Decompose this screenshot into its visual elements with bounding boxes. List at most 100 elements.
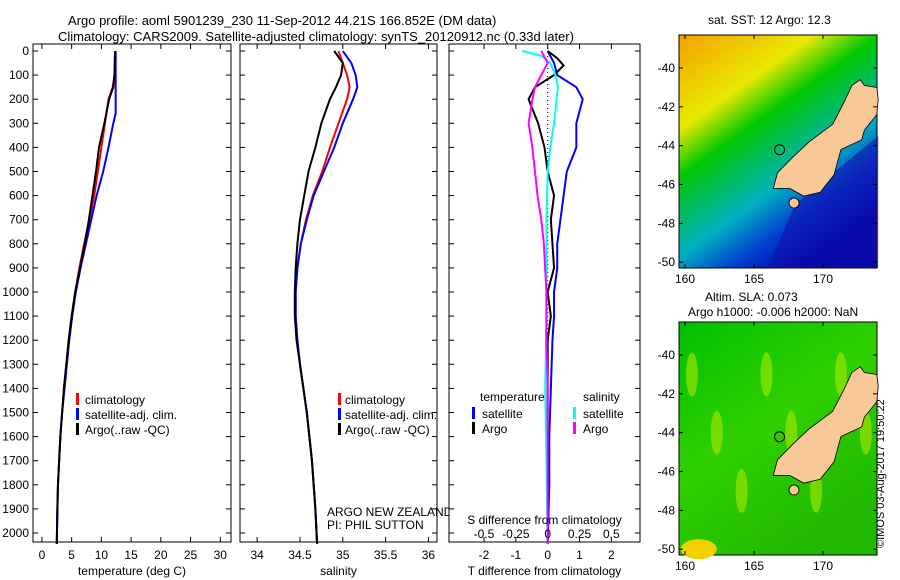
y-tick-label: 1400 bbox=[2, 381, 29, 395]
sla-anomaly-patch bbox=[760, 352, 773, 397]
x-tick-label: 15 bbox=[124, 548, 138, 562]
legend-swatch bbox=[76, 393, 79, 405]
legend-label: Argo(..raw -QC) bbox=[85, 423, 170, 437]
x-tick-label: 35 bbox=[336, 548, 350, 562]
lon-tick-label: 165 bbox=[744, 272, 764, 286]
new-zealand-land bbox=[772, 366, 879, 484]
legend-label: satellite bbox=[583, 407, 624, 421]
new-zealand-land bbox=[772, 79, 879, 197]
lon-tick-label: 160 bbox=[675, 559, 695, 573]
x-tick-label: 5 bbox=[68, 548, 75, 562]
sst-map-title: sat. SST: 12 Argo: 12.3 bbox=[708, 13, 831, 27]
legend-swatch bbox=[76, 423, 79, 435]
legend-title-temperature: temperature bbox=[480, 390, 545, 404]
s-tick-label: 0.5 bbox=[603, 527, 620, 541]
y-tick-label: 1600 bbox=[2, 430, 29, 444]
diff-line-0 bbox=[546, 50, 584, 544]
y-tick-label: 300 bbox=[9, 116, 29, 130]
legend-label: Argo bbox=[482, 422, 508, 436]
annotation-text: ARGO NEW ZEALAND bbox=[327, 505, 453, 519]
lat-tick-label: -42 bbox=[658, 387, 676, 401]
x-tick-label: 20 bbox=[154, 548, 168, 562]
x-tick-label: 35.5 bbox=[374, 548, 398, 562]
lat-tick-label: -46 bbox=[658, 465, 676, 479]
x-tick-label: 2 bbox=[608, 548, 615, 562]
diff-line-3 bbox=[527, 50, 549, 544]
diff-line-2 bbox=[521, 50, 559, 544]
sla-anomaly-patch bbox=[735, 468, 748, 513]
lat-tick-label: -48 bbox=[658, 503, 676, 517]
x-tick-label: 10 bbox=[95, 548, 109, 562]
series-line-2 bbox=[55, 50, 117, 544]
panel-salinity: 34 34.5 35 35.5 36 salinity climatologysatelli… bbox=[239, 43, 453, 578]
stewart-island bbox=[788, 197, 800, 209]
sla-anomaly-patch bbox=[834, 352, 847, 397]
legend-swatch bbox=[338, 423, 341, 435]
x-tick-label: 30 bbox=[214, 548, 228, 562]
lat-tick-label: -40 bbox=[658, 348, 676, 362]
legend-label: climatology bbox=[85, 393, 145, 407]
s-axis-label: S difference from climatology bbox=[467, 513, 622, 527]
stewart-island bbox=[788, 484, 800, 496]
lat-tick-label: -44 bbox=[658, 426, 676, 440]
title-line-2: Climatology: CARS2009. Satellite-adjuste… bbox=[58, 29, 574, 44]
y-tick-label: 0 bbox=[22, 44, 29, 58]
sla-map: 160 165 170 -40 -42 -44 -46 -48 -50 bbox=[658, 321, 879, 573]
legend-swatch bbox=[472, 407, 475, 419]
x-axis-label: temperature (deg C) bbox=[78, 564, 186, 578]
y-tick-label: 1100 bbox=[3, 309, 29, 323]
x-axis-label: T difference from climatology bbox=[468, 564, 622, 578]
x-tick-label: 34 bbox=[250, 548, 264, 562]
lat-tick-label: -50 bbox=[658, 255, 676, 269]
sla-high-patch bbox=[680, 539, 717, 560]
y-tick-label: 700 bbox=[9, 213, 29, 227]
lat-tick-label: -48 bbox=[658, 216, 676, 230]
map-background bbox=[678, 321, 878, 556]
y-tick-label: 2000 bbox=[2, 526, 29, 540]
y-tick-label: 1500 bbox=[2, 406, 29, 420]
argo-float-marker bbox=[774, 144, 786, 156]
credit-text: ©IMOS 03-Aug-2017 19:50:22 bbox=[875, 399, 887, 548]
annotation-text: PI: PHIL SUTTON bbox=[327, 518, 424, 532]
y-tick-label: 600 bbox=[9, 189, 29, 203]
legend-label: satellite-adj. clim. bbox=[345, 408, 437, 422]
s-tick-label: 0.25 bbox=[568, 527, 592, 541]
sla-anomaly-patch bbox=[710, 410, 723, 455]
legend-swatch bbox=[472, 422, 475, 434]
legend-swatch bbox=[573, 422, 576, 434]
lat-tick-label: -42 bbox=[658, 100, 676, 114]
legend-title-salinity: salinity bbox=[583, 390, 620, 404]
y-tick-label: 500 bbox=[9, 165, 29, 179]
panel-frame bbox=[448, 43, 641, 543]
y-tick-label: 900 bbox=[9, 261, 29, 275]
s-tick-label: 0 bbox=[544, 527, 551, 541]
panel-frame bbox=[32, 43, 232, 543]
legend-swatch bbox=[338, 393, 341, 405]
lon-tick-label: 170 bbox=[813, 559, 833, 573]
y-tick-label: 200 bbox=[9, 92, 29, 106]
x-tick-label: 0 bbox=[544, 548, 551, 562]
panel-frame bbox=[239, 43, 438, 543]
panel-temperature: 0100200300400500600700800900100011001200… bbox=[2, 43, 232, 578]
lon-tick-label: 160 bbox=[675, 272, 695, 286]
x-tick-label: -1 bbox=[511, 548, 522, 562]
lon-tick-label: 165 bbox=[744, 559, 764, 573]
legend-label: satellite bbox=[482, 407, 523, 421]
y-tick-label: 100 bbox=[9, 68, 29, 82]
y-tick-label: 1300 bbox=[2, 357, 29, 371]
s-tick-label: -0.5 bbox=[474, 527, 495, 541]
y-tick-label: 1900 bbox=[2, 502, 29, 516]
lon-tick-label: 170 bbox=[813, 272, 833, 286]
lat-tick-label: -44 bbox=[658, 139, 676, 153]
lat-tick-label: -40 bbox=[658, 61, 676, 75]
legend-label: climatology bbox=[345, 393, 405, 407]
y-tick-label: 800 bbox=[9, 237, 29, 251]
x-tick-label: -2 bbox=[479, 548, 490, 562]
sla-map-title-1: Altim. SLA: 0.073 bbox=[705, 290, 798, 304]
y-tick-label: 1700 bbox=[2, 454, 29, 468]
lat-tick-label: -50 bbox=[658, 542, 676, 556]
sla-map-title-2: Argo h1000: -0.006 h2000: NaN bbox=[688, 305, 859, 319]
legend-label: Argo bbox=[583, 422, 609, 436]
